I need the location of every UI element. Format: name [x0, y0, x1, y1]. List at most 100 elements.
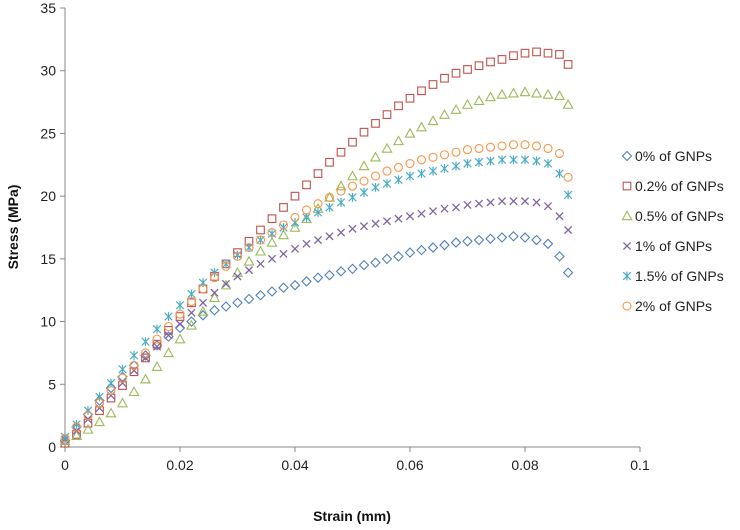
data-point [428, 207, 438, 216]
data-point [428, 166, 438, 176]
data-point [405, 171, 415, 181]
data-point [128, 386, 140, 397]
legend-label: 0% of GNPs [635, 148, 712, 164]
data-point [450, 103, 462, 114]
data-point [129, 367, 139, 377]
legend-item: 1.5% of GNPs [622, 268, 724, 284]
y-tick-label: 25 [40, 125, 56, 141]
data-point [187, 308, 196, 317]
data-point [301, 205, 312, 215]
data-point [439, 239, 450, 251]
data-point [152, 339, 162, 349]
data-point [359, 222, 369, 231]
data-point [336, 186, 346, 196]
data-point [563, 190, 573, 200]
data-point [531, 141, 542, 151]
data-point [463, 159, 472, 168]
data-point [198, 284, 208, 294]
data-point [474, 143, 484, 154]
data-point [186, 316, 197, 327]
data-point [555, 212, 564, 221]
data-point [346, 170, 359, 181]
data-point [508, 140, 519, 150]
data-point [220, 279, 232, 290]
data-point [427, 242, 439, 253]
data-point [185, 319, 198, 330]
data-point [405, 93, 415, 103]
data-point [462, 236, 473, 247]
data-point [116, 397, 129, 408]
data-point [290, 244, 300, 253]
data-point [289, 221, 301, 232]
x-tick-label: 0.04 [281, 457, 308, 473]
legend-label: 1.5% of GNPs [635, 268, 724, 284]
data-point [486, 57, 495, 67]
data-point [175, 320, 185, 329]
x-tick-label: 0.08 [511, 457, 538, 473]
data-point [484, 91, 497, 102]
legend-label: 0.2% of GNPs [635, 178, 724, 194]
data-point [543, 143, 553, 154]
data-point [381, 253, 393, 265]
data-point [562, 98, 574, 109]
legend-label: 1% of GNPs [635, 238, 712, 254]
data-point [290, 191, 300, 201]
data-point [509, 197, 518, 206]
data-point [255, 235, 266, 245]
data-point [474, 157, 484, 167]
data-point [152, 342, 162, 351]
y-tick-label: 0 [48, 439, 56, 455]
data-point [473, 234, 485, 246]
data-point [59, 434, 71, 445]
data-point [486, 198, 495, 207]
data-point [496, 88, 508, 99]
data-point [267, 214, 277, 224]
y-tick-label: 5 [48, 376, 56, 392]
data-point [210, 268, 219, 278]
data-point [254, 245, 267, 256]
data-point [497, 197, 507, 206]
data-point [543, 48, 553, 58]
data-point [301, 276, 312, 287]
data-point [70, 429, 83, 440]
data-point [416, 244, 427, 256]
data-point [451, 147, 461, 157]
data-point [563, 172, 573, 182]
data-point [255, 289, 266, 301]
data-point [94, 398, 105, 408]
data-point [244, 243, 254, 252]
data-point [243, 293, 255, 305]
data-point [83, 411, 93, 421]
data-point [83, 406, 93, 416]
data-point [348, 192, 357, 202]
data-point [417, 86, 426, 96]
series-3 [60, 197, 573, 444]
data-point [267, 227, 277, 238]
data-point [417, 169, 426, 178]
data-point [417, 209, 426, 218]
data-point [532, 156, 541, 166]
y-axis-title: Stress (MPa) [5, 185, 21, 270]
data-point [233, 272, 242, 281]
data-point [162, 347, 175, 358]
data-point [117, 373, 128, 383]
data-point [348, 224, 357, 233]
data-point [532, 47, 541, 57]
data-point [473, 95, 485, 106]
y-tick-label: 35 [40, 0, 56, 16]
data-point [497, 141, 507, 151]
data-point [404, 127, 416, 138]
data-point [152, 334, 162, 344]
data-point [371, 119, 380, 128]
data-point [347, 263, 358, 275]
legend-marker [622, 181, 632, 191]
data-point [129, 366, 139, 375]
data-point [335, 180, 347, 191]
data-point [302, 213, 311, 222]
data-point [279, 223, 288, 232]
data-point [358, 259, 370, 271]
data-point [428, 80, 438, 89]
data-point [71, 422, 82, 432]
data-point [542, 88, 554, 99]
data-point [60, 433, 70, 443]
